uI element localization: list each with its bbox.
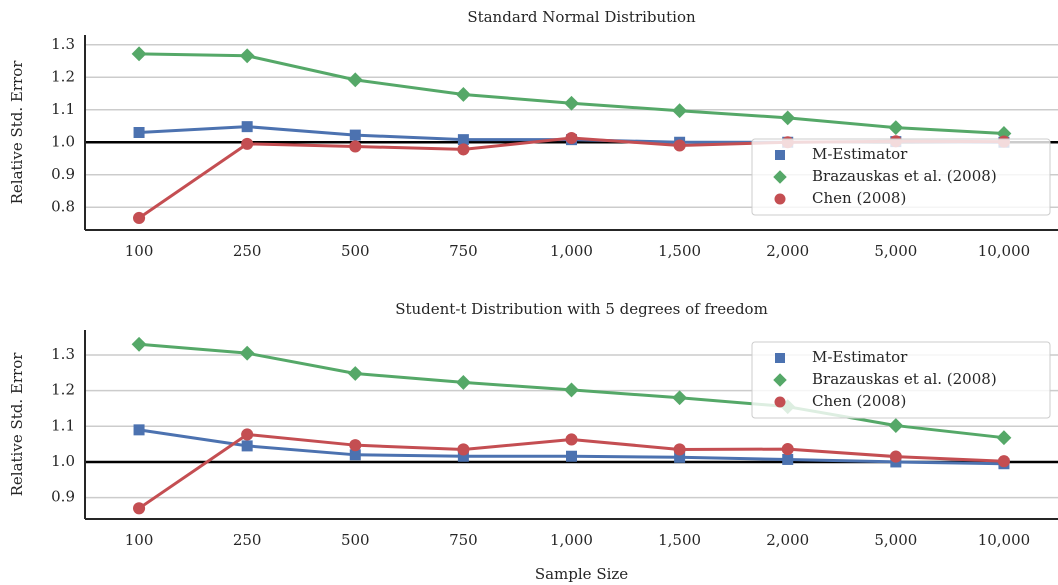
- chart-title: Student-t Distribution with 5 degrees of…: [395, 300, 768, 318]
- x-tick-label: 1,500: [658, 242, 701, 260]
- y-tick-label: 1.3: [51, 35, 75, 53]
- x-tick-label: 1,500: [658, 531, 701, 549]
- legend-label: Chen (2008): [812, 392, 906, 410]
- y-tick-label: 1.2: [51, 381, 75, 399]
- marker: [888, 120, 904, 136]
- x-tick-label: 500: [341, 242, 370, 260]
- y-tick-label: 0.9: [51, 488, 75, 506]
- marker: [455, 374, 471, 390]
- x-tick-label: 1,000: [550, 242, 593, 260]
- y-tick-label: 0.8: [51, 197, 75, 215]
- x-tick-label: 750: [449, 531, 478, 549]
- y-tick-label: 1.1: [51, 100, 75, 118]
- marker: [133, 211, 146, 225]
- marker: [133, 424, 145, 436]
- marker: [780, 110, 796, 126]
- x-tick-label: 100: [125, 242, 154, 260]
- marker: [457, 143, 470, 156]
- x-tick-label: 500: [341, 531, 370, 549]
- marker: [673, 139, 686, 152]
- marker: [996, 126, 1012, 141]
- marker: [457, 134, 469, 146]
- legend-label: M-Estimator: [812, 348, 908, 366]
- x-tick-label: 250: [233, 242, 262, 260]
- legend-box: [751, 138, 1051, 216]
- x-tick-label: 1,000: [550, 531, 593, 549]
- marker: [133, 502, 146, 515]
- marker: [349, 129, 361, 141]
- x-tick-label: 250: [233, 531, 262, 549]
- marker: [241, 440, 253, 452]
- marker: [241, 137, 254, 150]
- legend-label: Chen (2008): [812, 189, 906, 207]
- legend-label: Brazauskas et al. (2008): [812, 167, 997, 185]
- marker: [347, 366, 363, 381]
- marker: [774, 193, 786, 205]
- marker: [672, 103, 688, 119]
- y-axis-label: Relative Std. Error: [8, 352, 26, 497]
- marker: [455, 87, 471, 102]
- y-tick-label: 1.2: [51, 67, 75, 85]
- chart-title: Standard Normal Distribution: [467, 8, 696, 26]
- marker: [782, 453, 794, 465]
- marker: [889, 450, 902, 463]
- marker: [773, 170, 787, 184]
- y-tick-label: 1.0: [51, 452, 75, 470]
- marker: [996, 430, 1012, 446]
- marker: [775, 150, 785, 160]
- x-tick-label: 5,000: [874, 531, 917, 549]
- marker: [564, 382, 579, 398]
- x-tick-label: 2,000: [766, 531, 809, 549]
- marker: [564, 95, 579, 111]
- marker: [457, 443, 470, 456]
- marker: [673, 443, 686, 456]
- y-axis-label: Relative Std. Error: [8, 60, 26, 205]
- marker: [566, 450, 577, 462]
- marker: [888, 418, 904, 433]
- marker: [565, 131, 578, 145]
- legend-label: Brazauskas et al. (2008): [812, 370, 997, 388]
- y-tick-label: 0.9: [51, 165, 75, 183]
- marker: [347, 72, 363, 88]
- x-tick-label: 10,000: [978, 242, 1031, 260]
- marker: [241, 121, 253, 133]
- marker: [349, 439, 362, 452]
- marker: [997, 455, 1010, 468]
- marker: [773, 373, 787, 387]
- marker: [133, 127, 145, 138]
- marker: [674, 451, 686, 463]
- x-tick-label: 750: [449, 242, 478, 260]
- marker: [239, 48, 255, 64]
- legend-box: [751, 341, 1051, 419]
- marker: [672, 390, 688, 406]
- y-tick-label: 1.1: [51, 416, 75, 434]
- marker: [781, 443, 794, 456]
- marker: [565, 433, 578, 446]
- series-line: [139, 52, 1005, 135]
- x-tick-label: 5,000: [874, 242, 917, 260]
- marker: [349, 449, 361, 461]
- marker: [241, 428, 254, 441]
- marker: [239, 345, 255, 361]
- marker: [131, 336, 147, 352]
- x-tick-label: 2,000: [766, 242, 809, 260]
- marker: [349, 140, 362, 153]
- legend-label: M-Estimator: [812, 145, 908, 163]
- y-tick-label: 1.0: [51, 132, 75, 150]
- y-tick-label: 1.3: [51, 345, 75, 363]
- marker: [131, 46, 147, 62]
- x-tick-label: 10,000: [978, 531, 1031, 549]
- x-axis-label: Sample Size: [535, 565, 628, 583]
- marker: [775, 353, 785, 363]
- marker: [774, 396, 786, 408]
- marker: [457, 450, 469, 462]
- x-tick-label: 100: [125, 531, 154, 549]
